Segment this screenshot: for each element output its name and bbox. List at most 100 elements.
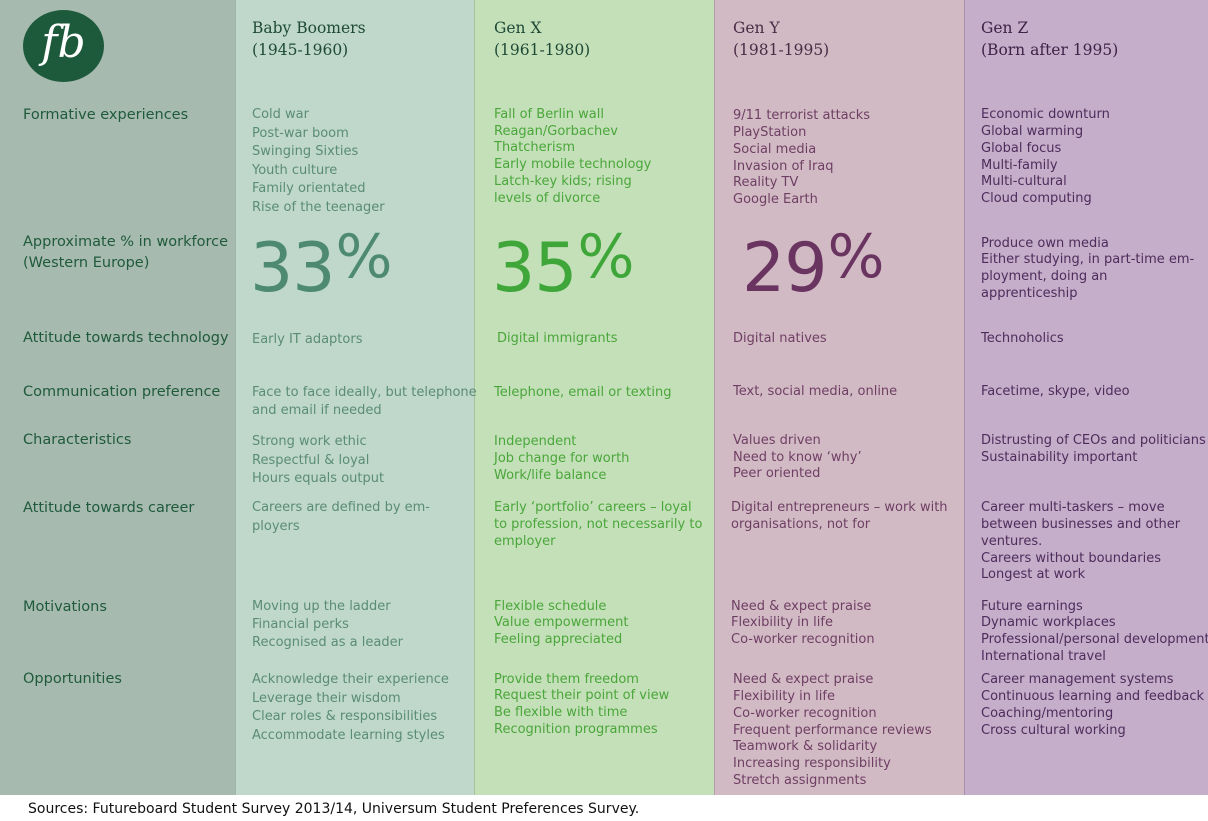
boomers-opportunity: Accommodate learning styles (252, 727, 445, 743)
boomers-opportunity: Clear roles & responsibilities (252, 709, 438, 724)
boomers-motivation: Moving up the ladder (252, 599, 391, 614)
row-label-career: Attitude towards career (23, 500, 195, 516)
genx-characteristic: Independent (494, 434, 577, 449)
boomers-formative-item: Rise of the teenager (252, 199, 385, 215)
genz-opportunity: Cross cultural working (981, 723, 1126, 738)
genx-career-line: to profession, not necessarily to (494, 517, 703, 532)
baby-boomers-column (235, 0, 475, 795)
gen-y-title: Gen Y (733, 19, 780, 37)
boomers-characteristic: Strong work ethic (252, 434, 367, 449)
boomers-formative-item: Swinging Sixties (252, 144, 359, 159)
genx-workforce-percent: 35% (492, 222, 635, 316)
geny-formative-item: Reality TV (733, 175, 799, 190)
genx-formative-item: Latch-key kids; rising (494, 174, 632, 189)
genz-career-line: between businesses and other (981, 517, 1181, 532)
genz-workforce-line: apprenticeship (981, 286, 1078, 301)
genx-opportunity: Be flexible with time (494, 705, 628, 720)
genx-characteristic: Job change for worth (494, 451, 630, 466)
genz-characteristic: Distrusting of CEOs and politicians (981, 433, 1206, 448)
genx-opportunity: Request their point of view (494, 688, 670, 703)
genz-formative-item: Global warming (981, 124, 1084, 139)
geny-opportunity: Need & expect praise (733, 672, 874, 687)
boomers-motivation: Financial perks (252, 617, 349, 632)
genx-formative-item: levels of divorce (494, 191, 601, 206)
genx-motivation: Feeling appreciated (494, 632, 623, 647)
genz-formative-item: Cloud computing (981, 191, 1092, 206)
baby-boomers-title: Baby Boomers (252, 19, 366, 37)
gen-y-column (714, 0, 965, 795)
geny-opportunity: Teamwork & solidarity (733, 739, 878, 754)
boomers-workforce-percent: 33% (250, 222, 393, 316)
geny-motivation: Co-worker recognition (731, 632, 875, 647)
genz-technology: Technoholics (981, 331, 1064, 346)
genz-opportunity: Continuous learning and feedback (981, 689, 1205, 704)
boomers-characteristic: Hours equals output (252, 471, 385, 486)
boomers-formative-item: Cold war (252, 107, 309, 122)
boomers-opportunity: Leverage their wisdom (252, 690, 401, 706)
geny-opportunity: Flexibility in life (733, 689, 835, 704)
geny-comm-line: Text, social media, online (733, 384, 898, 399)
gen-x-column (474, 0, 715, 795)
genz-motivation: International travel (981, 649, 1106, 664)
genz-characteristic: Sustainability important (981, 450, 1138, 465)
boomers-characteristic: Respectful & loyal (252, 452, 370, 468)
genz-motivation: Future earnings (981, 599, 1083, 614)
sources-footnote: Sources: Futureboard Student Survey 2013… (28, 801, 640, 817)
genz-workforce-line: Produce own media (981, 236, 1109, 251)
genz-career-line: Careers without boundaries (981, 551, 1161, 566)
row-label-workforce-2: (Western Europe) (23, 255, 150, 271)
genz-motivation: Professional/personal development (981, 632, 1208, 647)
row-label-formative: Formative experiences (23, 107, 189, 123)
fb-logo-badge (23, 10, 104, 82)
genx-motivation: Flexible schedule (494, 599, 607, 614)
gen-x-title: Gen X (494, 19, 542, 37)
boomers-formative-item: Post-war boom (252, 125, 349, 141)
gen-z-column (964, 0, 1208, 795)
genz-formative-item: Multi-family (981, 158, 1058, 173)
gen-z-title: Gen Z (981, 19, 1029, 37)
geny-opportunity: Increasing responsibility (733, 756, 891, 771)
row-label-motivations: Motivations (23, 599, 107, 615)
genz-workforce-line: Either studying, in part-time em- (981, 252, 1195, 267)
genz-motivation: Dynamic workplaces (981, 615, 1116, 630)
boomers-career-line: ployers (252, 519, 300, 534)
geny-formative-item: 9/11 terrorist attacks (733, 108, 871, 123)
geny-career-line: Digital entrepreneurs – work with (731, 500, 948, 515)
geny-formative-item: Social media (733, 142, 817, 157)
row-label-opportunities: Opportunities (23, 671, 122, 687)
boomers-percent-sign: % (335, 222, 393, 292)
genz-comm-line: Facetime, skype, video (981, 384, 1130, 399)
genx-formative-item: Reagan/Gorbachev (494, 123, 618, 139)
genz-career-line: Career multi-taskers – move (981, 500, 1165, 515)
geny-technology: Digital natives (733, 331, 827, 346)
genz-opportunity: Coaching/mentoring (981, 706, 1114, 721)
baby-boomers-years: (1945-1960) (252, 41, 349, 59)
geny-formative-item: PlayStation (733, 125, 807, 140)
geny-formative-item: Invasion of Iraq (733, 159, 834, 174)
genx-formative-item: Early mobile technology (494, 157, 652, 172)
fb-logo-text: fb (41, 17, 86, 68)
geny-opportunity: Frequent performance reviews (733, 722, 932, 738)
geny-characteristic: Peer oriented (733, 466, 821, 481)
geny-formative-item: Google Earth (733, 192, 818, 207)
genz-career-line: Longest at work (981, 567, 1086, 582)
genx-comm-line: Telephone, email or texting (494, 385, 672, 400)
boomers-career-line: Careers are defined by em- (252, 500, 430, 515)
genx-characteristic: Work/life balance (494, 468, 607, 483)
row-label-characteristics: Characteristics (23, 432, 132, 448)
geny-motivation: Flexibility in life (731, 615, 833, 630)
genx-formative-item: Thatcherism (494, 140, 576, 155)
boomers-workforce-number: 33 (250, 229, 336, 308)
genx-technology: Digital immigrants (497, 331, 618, 346)
genx-opportunity: Recognition programmes (494, 722, 658, 737)
boomers-comm-line: and email if needed (252, 403, 382, 418)
gen-x-years: (1961-1980) (494, 41, 591, 59)
boomers-technology: Early IT adaptors (252, 332, 363, 347)
genz-career-line: ventures. (981, 534, 1043, 549)
boomers-comm-line: Face to face ideally, but telephone (252, 385, 477, 400)
gen-y-years: (1981-1995) (733, 41, 830, 59)
genx-workforce-number: 35 (492, 229, 578, 308)
boomers-opportunity: Acknowledge their experience (252, 672, 449, 687)
row-label-workforce-1: Approximate % in workforce (23, 234, 229, 250)
genx-career-line: Early ‘portfolio’ careers – loyal (494, 500, 692, 515)
